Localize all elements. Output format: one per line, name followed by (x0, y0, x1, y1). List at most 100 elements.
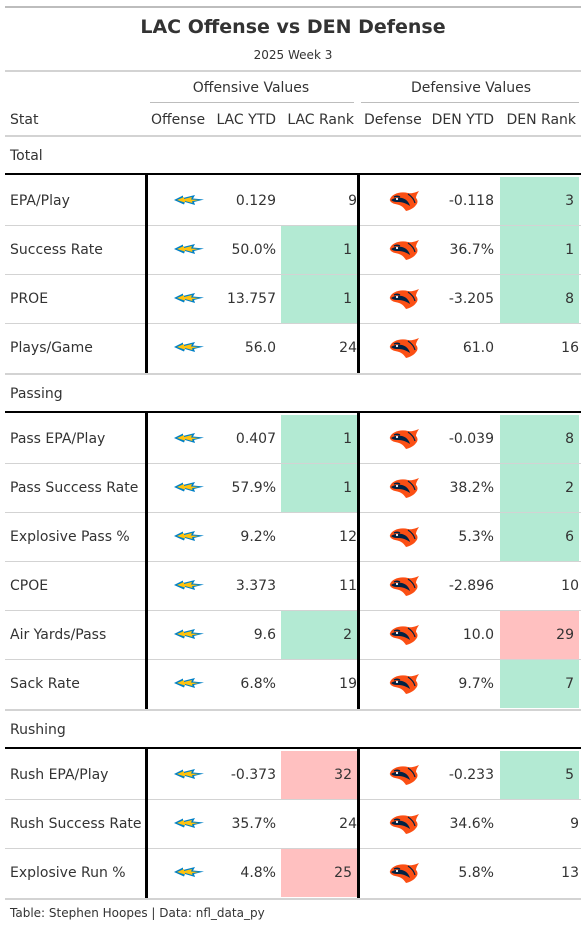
broncos-horse-icon (388, 477, 420, 503)
lac-ytd-value: 50.0% (231, 242, 276, 258)
den-ytd-value: 10.0 (462, 627, 494, 643)
column-header-offense: Offense (151, 112, 206, 128)
table-row: PROE 13.757 1 -3.205 8 (5, 275, 581, 324)
table-row: EPA/Play 0.129 9 -0.118 3 (5, 177, 581, 226)
lac-ytd-value: -0.373 (230, 767, 276, 783)
table-row: Explosive Pass % 9.2% 12 5.3% 6 (5, 513, 581, 562)
spanner-defensive-values: Defensive Values (410, 80, 532, 96)
den-ytd-value: 34.6% (449, 816, 494, 832)
den-ytd-value: 38.2% (449, 480, 494, 496)
lac-rank-value: 24 (339, 816, 357, 832)
den-ytd-value: -0.118 (448, 193, 494, 209)
den-rank-value: 10 (561, 578, 579, 594)
chargers-bolt-icon (173, 628, 205, 644)
chargers-bolt-icon (173, 243, 205, 259)
broncos-horse-icon (388, 428, 420, 454)
top-rule (5, 6, 581, 8)
den-rank-value: 1 (500, 226, 579, 274)
group-bottom-rule (5, 898, 581, 900)
lac-ytd-value: 0.407 (235, 431, 276, 447)
lac-rank-value: 32 (281, 751, 357, 799)
group-bottom-rule (5, 709, 581, 711)
chargers-bolt-icon (173, 292, 205, 308)
lac-rank-value: 25 (281, 849, 357, 897)
den-ytd-value: -0.233 (448, 767, 494, 783)
row-group-header: Passing (5, 375, 581, 413)
table-row: Success Rate 50.0% 1 36.7% 1 (5, 226, 581, 275)
den-ytd-value: -3.205 (448, 291, 494, 307)
chargers-bolt-icon (173, 481, 205, 497)
table-subtitle: 2025 Week 3 (253, 48, 333, 62)
table-row: Rush Success Rate 35.7% 24 34.6% 9 (5, 800, 581, 849)
lac-rank-value: 1 (281, 464, 357, 512)
lac-rank-value: 9 (348, 193, 357, 209)
den-rank-value: 8 (500, 275, 579, 323)
den-ytd-value: -2.896 (448, 578, 494, 594)
broncos-horse-icon (388, 624, 420, 650)
broncos-horse-icon (388, 813, 420, 839)
row-group-label: Passing (10, 386, 63, 402)
den-rank-value: 13 (561, 865, 579, 881)
stat-label: Rush EPA/Play (10, 767, 109, 783)
group-bottom-rule (5, 373, 581, 375)
lac-ytd-value: 0.129 (235, 193, 276, 209)
column-header-lac-ytd: LAC YTD (216, 112, 276, 128)
stat-label: Success Rate (10, 242, 103, 258)
chargers-bolt-icon (173, 341, 205, 357)
broncos-horse-icon (388, 190, 420, 216)
column-header-lac-rank: LAC Rank (287, 112, 354, 128)
lac-ytd-value: 3.373 (235, 578, 276, 594)
column-header-defense: Defense (364, 112, 422, 128)
broncos-horse-icon (388, 288, 420, 314)
den-rank-value: 6 (500, 513, 579, 561)
stat-column-divider (145, 175, 148, 373)
column-header-divider (5, 135, 581, 137)
lac-ytd-value: 4.8% (240, 865, 276, 881)
den-rank-value: 8 (500, 415, 579, 463)
stat-label: Sack Rate (10, 676, 80, 692)
den-rank-value: 29 (500, 611, 579, 659)
table-row: Air Yards/Pass 9.6 2 10.0 29 (5, 611, 581, 660)
column-header-den-ytd: DEN YTD (431, 112, 494, 128)
broncos-horse-icon (388, 673, 420, 699)
spanner-offensive-underline (150, 102, 354, 103)
den-rank-value: 2 (500, 464, 579, 512)
stat-label: CPOE (10, 578, 49, 594)
stat-label: Pass EPA/Play (10, 431, 106, 447)
stat-label: Rush Success Rate (10, 816, 142, 832)
table-row: Sack Rate 6.8% 19 9.7% 7 (5, 660, 581, 709)
chargers-bolt-icon (173, 530, 205, 546)
table-row: CPOE 3.373 11 -2.896 10 (5, 562, 581, 611)
den-rank-value: 7 (500, 660, 579, 708)
spanner-offensive-values: Offensive Values (192, 80, 310, 96)
chargers-bolt-icon (173, 768, 205, 784)
broncos-horse-icon (388, 337, 420, 363)
stat-label: Explosive Run % (10, 865, 126, 881)
broncos-horse-icon (388, 862, 420, 888)
table-row: Explosive Run % 4.8% 25 5.8% 13 (5, 849, 581, 898)
den-rank-value: 5 (500, 751, 579, 799)
den-ytd-value: 36.7% (449, 242, 494, 258)
den-ytd-value: 9.7% (458, 676, 494, 692)
offense-defense-divider (357, 413, 360, 709)
lac-rank-value: 12 (339, 529, 357, 545)
lac-rank-value: 2 (281, 611, 357, 659)
den-rank-value: 3 (500, 177, 579, 225)
stat-column-divider (145, 749, 148, 898)
lac-ytd-value: 56.0 (244, 340, 276, 356)
stat-label: Explosive Pass % (10, 529, 130, 545)
offense-defense-divider (357, 749, 360, 898)
den-rank-value: 16 (561, 340, 579, 356)
chargers-bolt-icon (173, 194, 205, 210)
den-ytd-value: 5.3% (458, 529, 494, 545)
stat-label: Pass Success Rate (10, 480, 139, 496)
lac-ytd-value: 57.9% (231, 480, 276, 496)
column-header-den-rank: DEN Rank (506, 112, 576, 128)
column-header-stat: Stat (10, 112, 39, 128)
den-ytd-value: 5.8% (458, 865, 494, 881)
table-row: Rush EPA/Play -0.373 32 -0.233 5 (5, 751, 581, 800)
lac-rank-value: 11 (339, 578, 357, 594)
stat-label: Plays/Game (10, 340, 93, 356)
den-ytd-value: 61.0 (462, 340, 494, 356)
chargers-bolt-icon (173, 866, 205, 882)
